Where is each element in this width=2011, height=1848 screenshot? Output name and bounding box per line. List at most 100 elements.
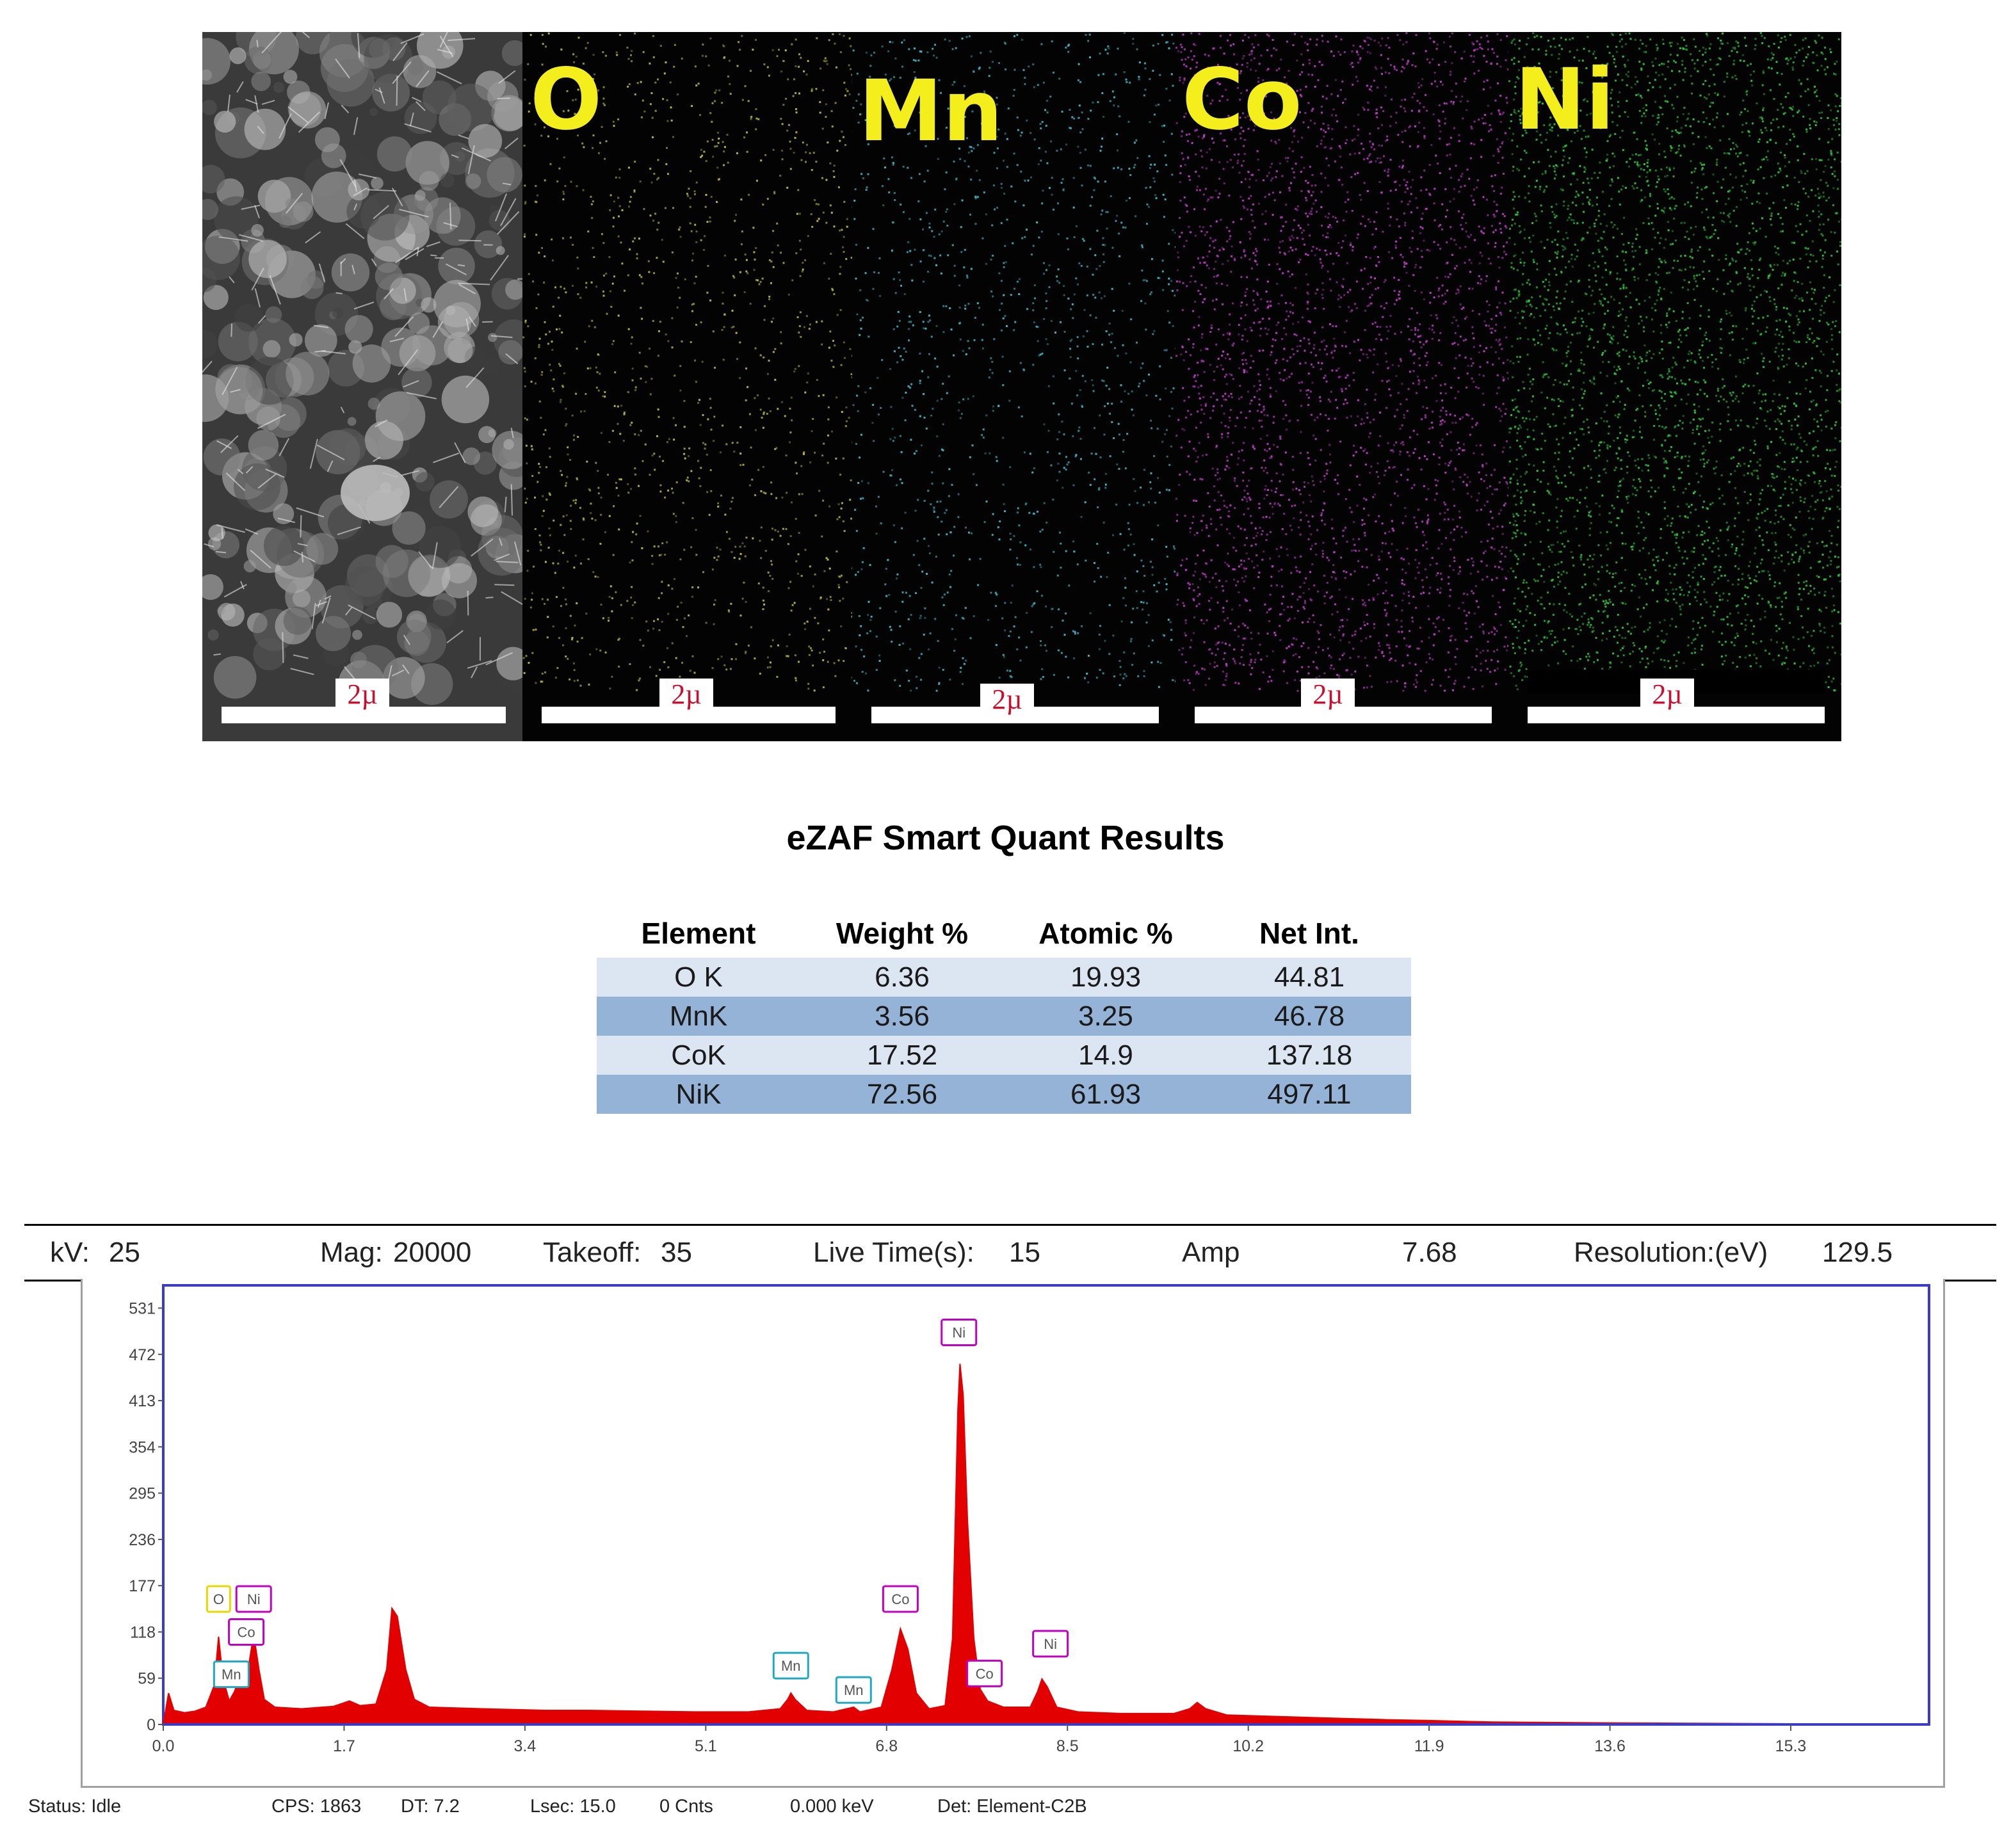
peak-label-box [213,1660,250,1689]
resolution-label: Resolution:(eV) [1574,1237,1768,1268]
column-header: Net Int. [1259,917,1359,950]
dead-time-readout: DT: 7.2 [401,1796,460,1817]
peak-label: Mn [222,1667,241,1683]
table-cell: NiK [597,1075,800,1114]
table-row: O K 6.36 19.93 44.81 [597,958,1411,997]
table-row: MnK 3.56 3.25 46.78 [597,997,1411,1036]
acquisition-params-bar: kV: 25 Mag: 20000 Takeoff: 35 Live Time(… [24,1224,1996,1282]
x-tick-label: 10.2 [1232,1737,1264,1755]
x-tick-label: 1.7 [333,1737,355,1755]
table-cell: O K [597,958,800,997]
table-cell: 19.93 [1004,958,1207,997]
y-tick-label: 295 [129,1485,156,1503]
y-tick-label: 413 [129,1392,156,1410]
nickel-map-label: Ni [1515,51,1615,149]
table-row: NiK 72.56 61.93 497.11 [597,1075,1411,1114]
element-dot-texture [522,32,852,741]
scale-label: 2µ [335,679,389,711]
eds-spectrum-chart: 0 59 118 177 236 295 354 413 472 531 0.0 1.7 3.4 5.1 6… [129,1284,1930,1755]
table-cell: 72.56 [800,1075,1004,1114]
oxygen-map-panel: O 2µ [522,32,852,741]
element-dot-texture [852,32,1175,741]
peak-label-box [1032,1630,1069,1658]
cobalt-map-label: Co [1182,51,1302,149]
peak-label: Co [976,1666,994,1682]
table-cell: MnK [597,997,800,1036]
scale-label: 2µ [1301,679,1355,711]
table-cell: 17.52 [800,1036,1004,1075]
kv-value: 25 [109,1237,140,1268]
column-header: Atomic % [1038,917,1173,950]
x-tick-label: 11.9 [1414,1737,1444,1755]
x-tick-label: 3.4 [514,1737,537,1755]
peak-label: Co [238,1624,255,1640]
table-cell: 61.93 [1004,1075,1207,1114]
manganese-map-label: Mn [859,62,1003,161]
table-header-row: Element Weight % Atomic % Net Int. [597,909,1411,958]
oxygen-map-label: O [530,51,602,149]
livetime-label: Live Time(s): [813,1237,974,1268]
plot-area-border [162,1284,1930,1726]
mag-label: Mag: [320,1237,383,1268]
peak-label-box [772,1651,809,1680]
status-text: Status: Idle [28,1796,122,1817]
quant-results-table: Element Weight % Atomic % Net Int. O K 6… [597,909,1411,1114]
peak-label-box [882,1585,919,1613]
cps-readout: CPS: 1863 [271,1796,362,1817]
table-cell: 14.9 [1004,1036,1207,1075]
peak-label-box [228,1618,265,1646]
peak-label: Ni [1044,1636,1057,1652]
lsec-readout: Lsec: 15.0 [530,1796,616,1817]
scale-label: 2µ [980,684,1034,716]
table-cell: 44.81 [1207,958,1411,997]
quant-results-title: eZAF Smart Quant Results [786,819,1225,857]
x-tick-label: 13.6 [1594,1737,1626,1755]
element-map-strip: 2µ O 2µ Mn 2µ Co 2µ Ni 2µ [202,32,1841,741]
peak-label-box [966,1659,1003,1687]
y-tick-label: 472 [129,1346,156,1364]
element-dot-texture [1175,32,1508,741]
table-row: CoK 17.52 14.9 137.18 [597,1036,1411,1075]
spectrum-panel: 0 59 118 177 236 295 354 413 472 531 0.0 1.7 3.4 5.1 6… [81,1279,1945,1788]
resolution-value: 129.5 [1822,1237,1893,1268]
x-tick-label: 15.3 [1775,1737,1807,1755]
amp-label: Amp [1182,1237,1240,1268]
element-dot-texture [1508,32,1841,741]
kv-label: kV: [50,1237,90,1268]
takeoff-value: 35 [661,1237,692,1268]
detector-readout: Det: Element-C2B [937,1796,1087,1817]
kev-readout: 0.000 keV [790,1796,874,1817]
peak-label-box [235,1585,272,1613]
scale-label: 2µ [1640,679,1694,711]
sem-image-panel: 2µ [202,32,522,741]
manganese-map-panel: Mn 2µ [852,32,1175,741]
peak-label-box [941,1319,978,1346]
peak-label: Mn [781,1658,801,1674]
table-cell: CoK [597,1036,800,1075]
column-header: Element [641,917,756,950]
x-tick-label: 6.8 [875,1737,898,1755]
y-tick-label: 236 [129,1531,156,1549]
x-tick-label: 5.1 [695,1737,717,1755]
column-header: Weight % [836,917,969,950]
peak-label-box [835,1676,872,1704]
peak-label-box [206,1585,231,1613]
table-cell: 6.36 [800,958,1004,997]
y-tick-label: 59 [138,1670,156,1688]
y-tick-label: 531 [129,1300,156,1318]
table-cell: 3.56 [800,997,1004,1036]
x-tick-label: 0.0 [152,1737,175,1755]
scale-label: 2µ [659,679,713,711]
y-tick-label: 0 [147,1716,156,1734]
table-cell: 497.11 [1207,1075,1411,1114]
takeoff-label: Takeoff: [543,1237,642,1268]
peak-label: Ni [952,1325,965,1341]
cobalt-map-panel: Co 2µ [1175,32,1508,741]
counts-readout: 0 Cnts [659,1796,713,1817]
peak-label: Mn [844,1682,864,1698]
peak-label: Ni [247,1591,261,1607]
table-cell: 46.78 [1207,997,1411,1036]
y-tick-label: 354 [129,1438,156,1456]
peak-label: Co [891,1591,909,1607]
peak-label: O [213,1591,224,1607]
